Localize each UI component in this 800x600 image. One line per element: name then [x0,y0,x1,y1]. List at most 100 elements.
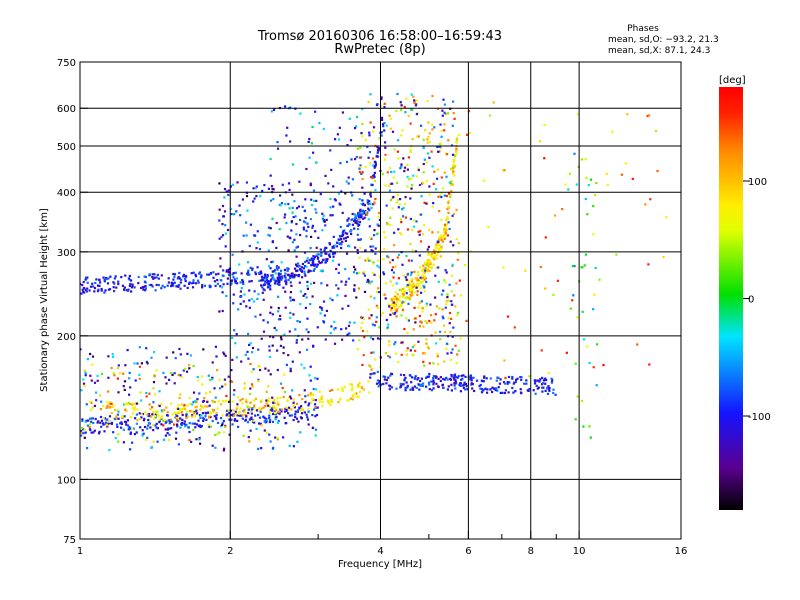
scatter-point [425,280,428,283]
scatter-point [528,375,531,378]
scatter-point [353,289,356,292]
scatter-point [335,241,339,244]
scatter-point [199,276,202,279]
scatter-point [399,304,403,308]
scatter-point [373,175,376,178]
scatter-point [413,291,416,294]
scatter-point [331,259,335,262]
scatter-point [217,400,220,403]
scatter-point [116,425,119,428]
scatter-point [358,339,361,342]
scatter-point [150,415,153,418]
scatter-point [338,202,341,205]
scatter-point [367,257,370,260]
scatter-point [289,311,292,314]
scatter-point [180,403,184,406]
scatter-point [259,270,262,273]
scatter-point [198,436,201,440]
scatter-point [300,412,304,415]
scatter-point [103,417,106,420]
scatter-point [392,271,395,274]
scatter-point [440,218,443,221]
scatter-point [275,409,278,412]
scatter-point [541,386,544,389]
scatter-point [321,308,324,311]
scatter-point [575,183,578,186]
scatter-point [219,285,222,288]
scatter-point [329,403,332,407]
scatter-point [449,330,452,334]
scatter-point [411,184,414,187]
scatter-point [654,129,658,133]
scatter-point [152,277,155,280]
scatter-point [251,407,254,410]
scatter-point [393,306,396,309]
scatter-point [443,234,446,237]
scatter-point [260,337,263,340]
scatter-point [353,227,356,230]
scatter-point [316,256,320,259]
scatter-point [373,372,376,375]
scatter-point [338,138,341,141]
scatter-point [345,252,349,255]
scatter-point [329,206,332,209]
scatter-point [218,208,221,211]
scatter-point [300,408,303,412]
scatter-point [214,396,217,399]
scatter-point [322,127,325,130]
scatter-point [199,442,202,445]
scatter-point [86,287,89,290]
scatter-point [260,399,263,402]
scatter-point [98,430,101,433]
scatter-point [296,245,299,248]
scatter-point [166,284,169,287]
scatter-point [306,222,309,225]
scatter-point [230,282,233,285]
scatter-point [111,353,114,356]
scatter-point [246,421,250,424]
scatter-point [223,353,226,356]
scatter-point [432,383,435,386]
scatter-point [363,204,367,207]
scatter-point [235,210,238,213]
scatter-point [586,213,589,216]
scatter-point [130,279,133,282]
scatter-point [122,372,125,375]
scatter-point [232,276,235,279]
scatter-point [374,247,377,250]
scatter-point [491,390,494,394]
scatter-point [452,159,455,162]
scatter-point [411,388,414,391]
scatter-point [231,336,234,340]
scatter-point [363,216,366,219]
scatter-point [457,252,460,255]
scatter-point [414,104,417,107]
scatter-point [388,344,391,347]
scatter-point [422,284,425,287]
scatter-point [298,320,302,323]
scatter-point [180,422,183,425]
scatter-point [130,290,133,293]
scatter-point [410,187,413,190]
scatter-point [276,421,279,424]
scatter-point [85,289,88,292]
scatter-point [289,276,292,280]
scatter-point [284,279,287,282]
scatter-point [453,377,456,380]
scatter-point [269,227,272,230]
scatter-point [206,400,209,404]
scatter-point [544,382,547,385]
scatter-point [243,411,247,414]
scatter-point [410,108,413,111]
scatter-point [425,342,428,345]
scatter-point [91,363,94,366]
scatter-point [388,167,392,170]
scatter-point [301,398,304,401]
scatter-point [419,266,422,269]
scatter-point [363,274,367,277]
scatter-point [160,403,163,406]
scatter-point [414,276,417,280]
scatter-point [126,424,130,427]
scatter-point [153,375,156,378]
scatter-point [406,185,409,188]
